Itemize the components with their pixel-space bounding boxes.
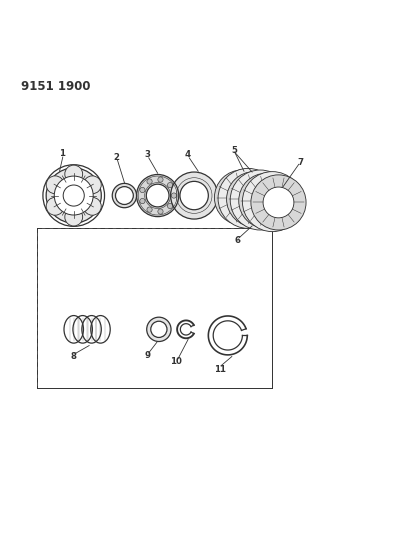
Circle shape	[239, 173, 294, 228]
Circle shape	[136, 174, 179, 216]
Text: 2: 2	[113, 152, 119, 161]
Circle shape	[215, 170, 270, 225]
Circle shape	[167, 182, 173, 188]
Circle shape	[158, 209, 163, 214]
Circle shape	[83, 197, 101, 215]
Text: 1: 1	[58, 149, 65, 158]
Text: 10: 10	[171, 357, 182, 366]
Circle shape	[233, 183, 263, 214]
Circle shape	[83, 176, 101, 193]
Text: 9: 9	[145, 351, 150, 360]
Circle shape	[171, 193, 176, 198]
Text: 5: 5	[232, 147, 238, 156]
Text: 8: 8	[71, 352, 77, 361]
Circle shape	[46, 197, 64, 215]
Circle shape	[226, 182, 257, 213]
Circle shape	[239, 184, 270, 215]
Circle shape	[65, 208, 83, 226]
Circle shape	[140, 188, 145, 192]
Circle shape	[63, 185, 84, 206]
Text: 11: 11	[214, 365, 226, 374]
Circle shape	[245, 184, 276, 215]
Circle shape	[147, 317, 171, 342]
Circle shape	[242, 172, 302, 232]
Text: 3: 3	[145, 150, 150, 159]
Circle shape	[171, 172, 218, 219]
Circle shape	[230, 170, 290, 230]
Circle shape	[65, 165, 83, 183]
Circle shape	[218, 168, 278, 228]
Circle shape	[147, 207, 152, 212]
Circle shape	[251, 175, 306, 230]
Text: 9151 1900: 9151 1900	[21, 80, 90, 93]
Circle shape	[115, 187, 133, 205]
Circle shape	[140, 198, 145, 204]
Text: 4: 4	[185, 150, 191, 159]
Circle shape	[46, 176, 64, 193]
Text: 7: 7	[298, 158, 304, 167]
Circle shape	[180, 181, 208, 210]
Circle shape	[251, 185, 282, 216]
Circle shape	[167, 203, 173, 208]
Circle shape	[226, 172, 282, 227]
Circle shape	[158, 177, 163, 182]
Circle shape	[263, 187, 294, 218]
Text: 6: 6	[235, 237, 241, 246]
Circle shape	[112, 183, 136, 208]
Circle shape	[147, 179, 152, 184]
Circle shape	[151, 321, 167, 337]
Circle shape	[46, 168, 101, 223]
Circle shape	[257, 186, 288, 217]
Circle shape	[54, 176, 93, 215]
Circle shape	[146, 184, 169, 207]
